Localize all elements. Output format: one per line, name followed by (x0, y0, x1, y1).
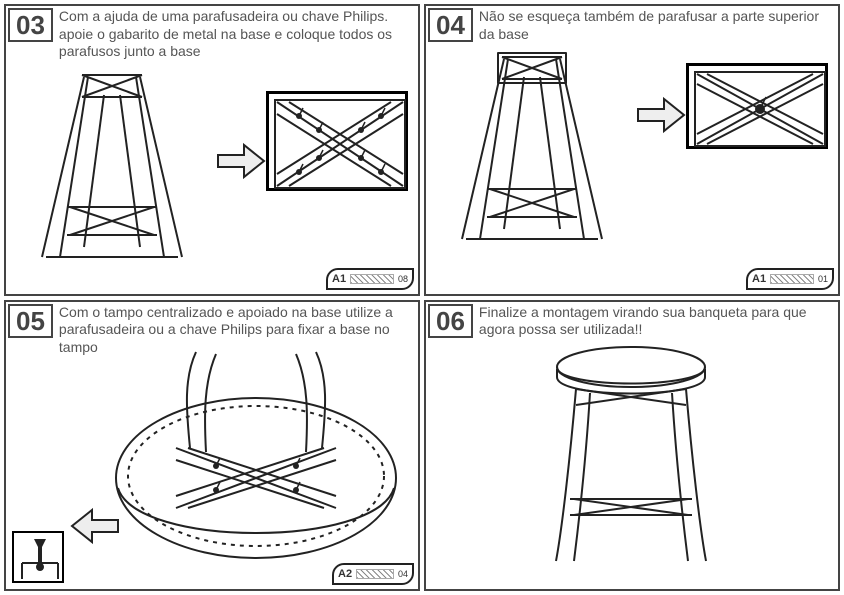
part-code: A1 (332, 273, 346, 285)
seat-with-bracket-illustration (106, 348, 406, 568)
panel-step-06: 06 Finalize a montagem virando sua banqu… (424, 300, 840, 592)
top-x-detail-illustration (689, 66, 831, 152)
panel-body: A1 01 (426, 43, 838, 294)
panel-header: 06 Finalize a montagem virando sua banqu… (426, 302, 838, 339)
stool-base-illustration (12, 57, 212, 267)
screw-icon (350, 274, 394, 284)
panel-header: 03 Com a ajuda de uma parafusadeira ou c… (6, 6, 418, 61)
screw-icon (770, 274, 814, 284)
panel-step-04: 04 Não se esqueça também de parafusar a … (424, 4, 840, 296)
part-tag: A1 08 (326, 268, 414, 290)
part-tag: A2 04 (332, 563, 414, 585)
instruction-grid: 03 Com a ajuda de uma parafusadeira ou c… (4, 4, 840, 591)
step-number: 03 (8, 8, 53, 42)
panel-body: A2 04 (6, 356, 418, 589)
step-text: Com a ajuda de uma parafusadeira ou chav… (59, 8, 414, 61)
screw-icon (356, 569, 394, 579)
step-number: 04 (428, 8, 473, 42)
part-qty: 01 (818, 274, 828, 284)
step-text: Finalize a montagem virando sua banqueta… (479, 304, 834, 339)
panel-body: A1 08 (6, 61, 418, 294)
panel-step-05: 05 Com o tampo centralizado e apoiado na… (4, 300, 420, 592)
part-code: A2 (338, 568, 352, 580)
step-number: 06 (428, 304, 473, 338)
arrow-icon (214, 141, 268, 181)
arrow-icon (634, 95, 688, 135)
step-text: Não se esqueça também de parafusar a par… (479, 8, 834, 43)
part-qty: 08 (398, 274, 408, 284)
part-tag: A1 01 (746, 268, 834, 290)
arrow-icon (68, 506, 122, 546)
panel-body (426, 339, 838, 590)
detail-box (266, 91, 408, 191)
panel-step-03: 03 Com a ajuda de uma parafusadeira ou c… (4, 4, 420, 296)
panel-header: 04 Não se esqueça também de parafusar a … (426, 6, 838, 43)
screw-detail-frame (12, 531, 64, 583)
detail-box (686, 63, 828, 149)
step-number: 05 (8, 304, 53, 338)
finished-stool-illustration (516, 339, 746, 569)
part-qty: 04 (398, 569, 408, 579)
part-code: A1 (752, 273, 766, 285)
stool-base-illustration (432, 39, 632, 249)
x-bracket-detail-illustration (269, 94, 411, 194)
screw-into-surface-icon (14, 533, 66, 585)
